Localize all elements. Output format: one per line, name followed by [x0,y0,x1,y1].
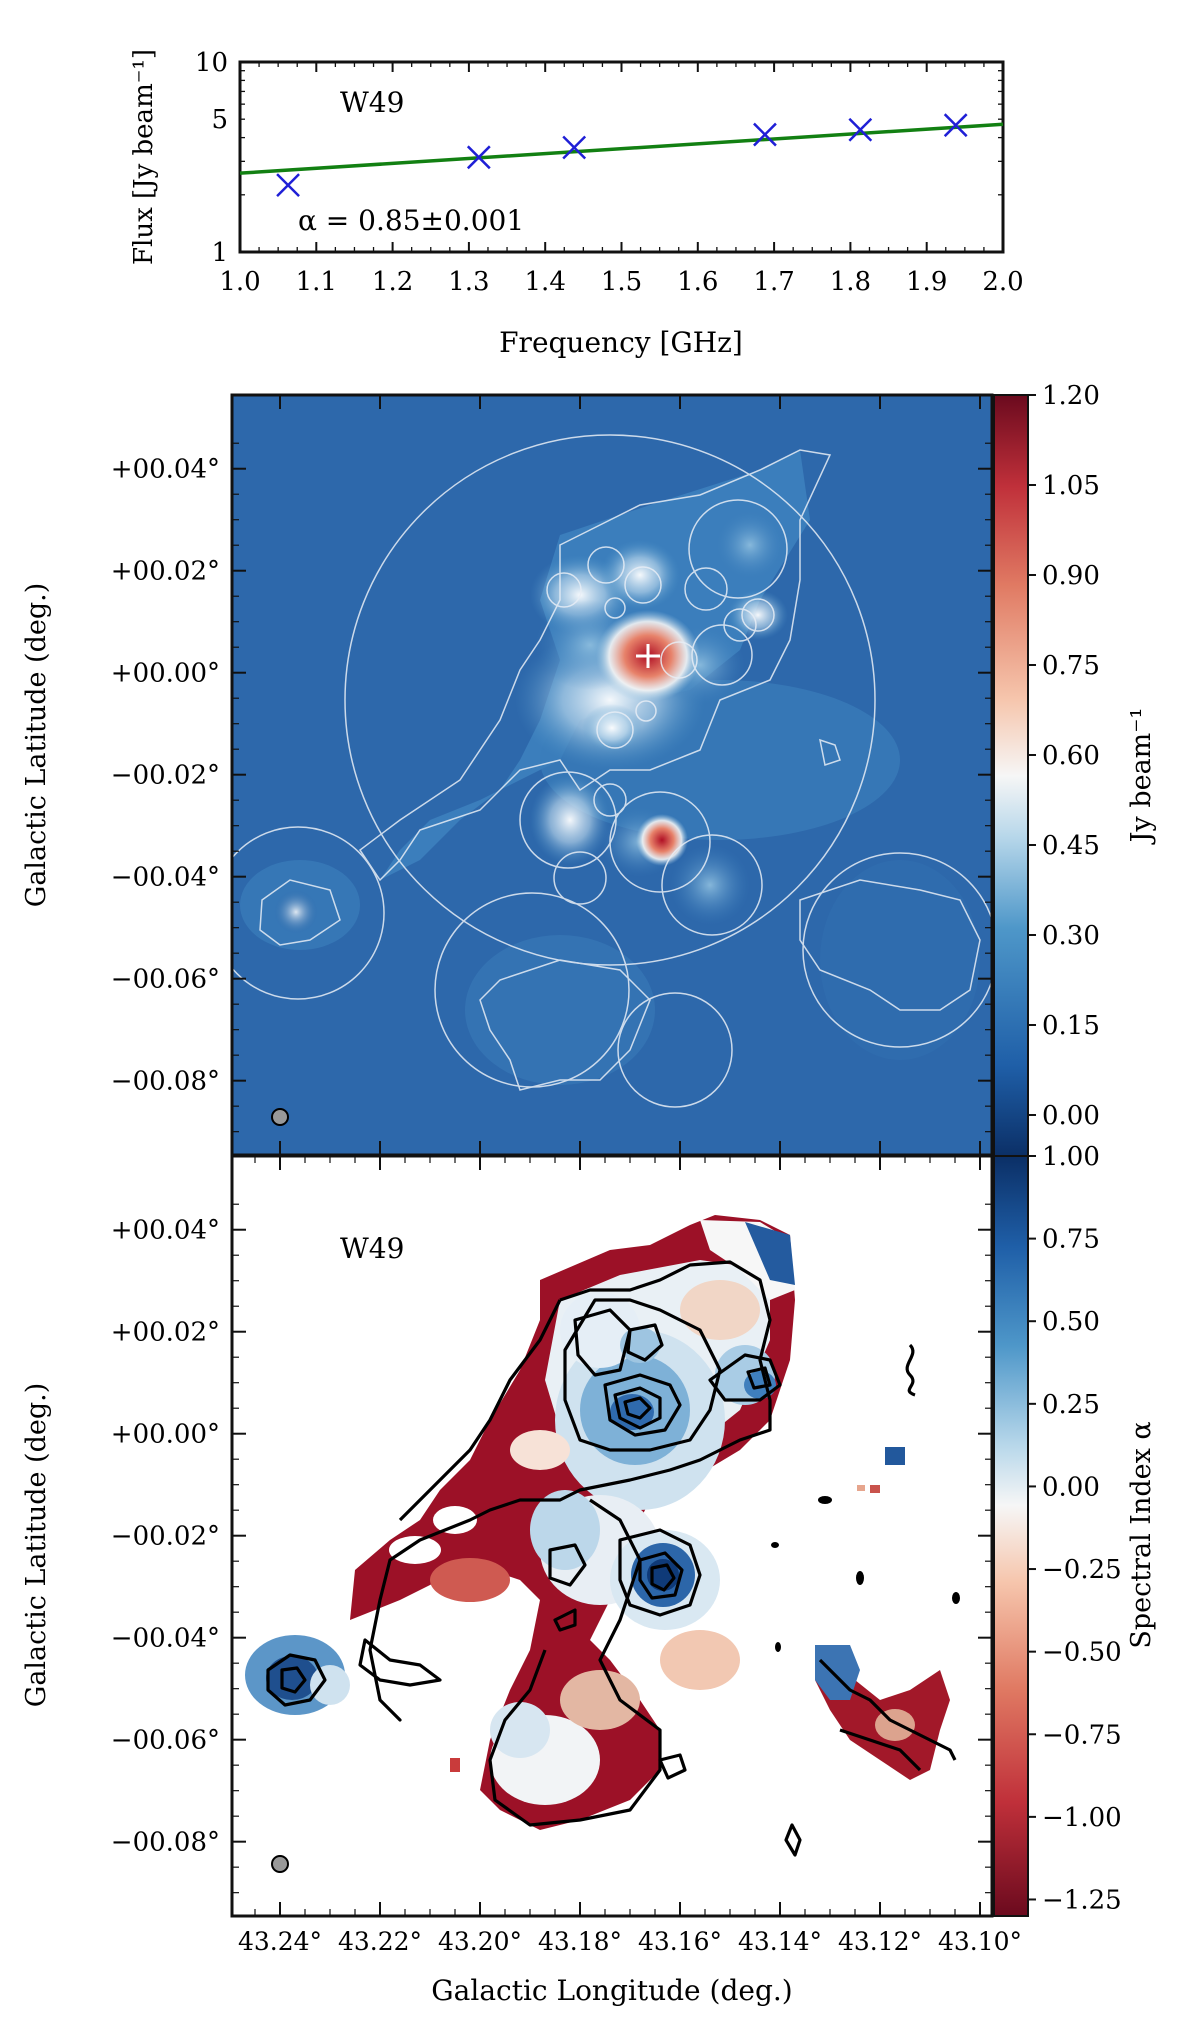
spectral-x-tick-label: 43.12° [838,1927,922,1956]
spectral-colorbar-tick-label: 0.50 [1042,1307,1100,1337]
spectral-colorbar-tick-label: 0.25 [1042,1390,1100,1420]
intensity-colorbar-tick-label: 0.75 [1042,651,1100,681]
intensity-map-panel: +00.04° +00.02° +00.00° −00.02° −00.04° −00.0… [21,381,1157,1158]
spectral-colorbar [993,1155,1029,1917]
intensity-colorbar-tick-label: 0.00 [1042,1101,1100,1131]
sed-data-point [848,117,873,142]
sed-fit-line [239,122,1004,175]
spectral-colorbar-tick-label: −1.25 [1042,1885,1122,1915]
sed-source-label: W49 [340,86,404,119]
spectral-x-tick-label: 43.16° [638,1927,722,1956]
sed-data-point [276,173,300,197]
spectral-x-tick-label: 43.24° [238,1927,322,1956]
intensity-y-tick-label: +00.04° [111,455,220,485]
spectral-y-tick-label: +00.04° [111,1216,220,1246]
intensity-colorbar-tick-label: 0.15 [1042,1011,1100,1041]
intensity-colorbar-tick-label: 1.20 [1042,381,1100,411]
intensity-colorbar-tick-label: 0.45 [1042,831,1100,861]
sed-data-point [466,145,491,170]
spectral-colorbar-label: Spectral Index α [1126,1421,1157,1648]
spectral-y-tick-label: −00.02° [111,1522,220,1552]
spectral-x-tick-label: 43.18° [538,1927,622,1956]
spectral-y-ticks: +00.04° +00.02° +00.00° −00.02° −00.04° −00.0… [111,1203,992,1894]
intensity-colorbar-tick-label: 0.90 [1042,561,1100,591]
sed-y-tick-label: 5 [211,105,228,135]
intensity-y-ticks: +00.04° +00.02° +00.00° −00.02° −00.04° −00.0… [111,395,992,1155]
intensity-y-axis-label: Galactic Latitude (deg.) [21,583,52,908]
sed-alpha-annotation: α = 0.85±0.001 [298,204,524,237]
spectral-x-ticks: 43.24° 43.22° 43.20° 43.18° 43.16° 43.14° 43.1… [238,1156,1022,1956]
spectral-index-image: W49 [232,1156,992,1916]
intensity-y-tick-label: +00.02° [111,557,220,587]
peak-marker [636,644,660,668]
spectral-y-tick-label: +00.00° [111,1420,220,1450]
spectral-index-panel: W49 +00.04° +00.02° +00.00° −00.02° −00.04° −… [21,1142,1157,2007]
intensity-y-tick-label: −00.08° [111,1067,220,1097]
spectral-x-tick-label: 43.14° [738,1927,822,1956]
spectral-source-label: W49 [340,1232,404,1265]
spectral-colorbar-ticks: 1.00 0.75 0.50 0.25 0.00 −0.25 −0.50 −0.75 −1.00… [1028,1142,1122,1915]
spectral-x-tick-label: 43.22° [338,1927,422,1956]
intensity-colorbar-tick-label: 0.60 [1042,741,1100,771]
intensity-colorbar [993,394,1029,1158]
spectral-y-tick-label: −00.06° [111,1726,220,1756]
intensity-colorbar-label: Jy beam⁻¹ [1126,708,1157,846]
sed-y-tick-label: 10 [195,48,228,78]
spectral-colorbar-tick-label: −0.25 [1042,1555,1122,1585]
beam-ellipse [271,1108,289,1126]
sed-y-axis-label: Flux [Jy beam⁻¹] [129,49,159,265]
spectral-colorbar-tick-label: −1.00 [1042,1803,1122,1833]
spectral-colorbar-tick-label: −0.75 [1042,1720,1122,1750]
sed-data-point [562,135,587,160]
spectral-y-tick-label: −00.04° [111,1624,220,1654]
intensity-colorbar-tick-label: 1.05 [1042,471,1100,501]
sed-x-tick-label: 1.5 [601,267,642,297]
sed-x-tick-label: 1.1 [296,267,337,297]
intensity-colorbar-tick-label: 0.30 [1042,921,1100,951]
intensity-colorbar-ticks: 1.20 1.05 0.90 0.75 0.60 0.45 0.30 0.15 0.00 [1028,381,1100,1131]
sed-x-tick-label: 1.2 [372,267,413,297]
spectral-y-tick-label: +00.02° [111,1318,220,1348]
sed-x-tick-label: 2.0 [982,267,1023,297]
sed-x-ticks: 1.0 1.1 1.2 1.3 1.4 1.5 1.6 1.7 1.8 1.9 2.0 [219,62,1024,297]
sed-data-point [943,113,968,138]
spectral-x-tick-label: 43.20° [438,1927,522,1956]
spectral-x-axis-label: Galactic Longitude (deg.) [431,1974,792,2007]
beam-ellipse-spectral [271,1855,289,1873]
sed-x-axis-label: Frequency [GHz] [499,326,743,359]
spectral-colorbar-tick-label: 0.75 [1042,1225,1100,1255]
intensity-map-image [232,395,992,1155]
sed-x-tick-label: 1.8 [830,267,871,297]
spectral-colorbar-tick-label: 0.00 [1042,1472,1100,1502]
sed-x-tick-label: 1.9 [906,267,947,297]
sed-data-point [753,122,777,147]
spectral-x-tick-label: 43.10° [938,1927,1022,1956]
spectral-colorbar-tick-label: 1.00 [1042,1142,1100,1172]
sed-points [276,113,968,197]
sed-x-tick-label: 1.3 [448,267,489,297]
spectral-colorbar-tick-label: −0.50 [1042,1638,1122,1668]
sed-x-tick-label: 1.4 [525,267,566,297]
spectral-y-axis-label: Galactic Latitude (deg.) [21,1383,52,1708]
sed-x-tick-label: 1.6 [677,267,718,297]
intensity-y-tick-label: −00.02° [111,761,220,791]
sed-x-tick-label: 1.0 [219,267,260,297]
sed-y-tick-label: 1 [211,238,228,268]
spectral-y-tick-label: −00.08° [111,1828,220,1858]
intensity-y-tick-label: −00.06° [111,965,220,995]
intensity-y-tick-label: −00.04° [111,863,220,893]
intensity-y-tick-label: +00.00° [111,659,220,689]
sed-x-tick-label: 1.7 [753,267,794,297]
